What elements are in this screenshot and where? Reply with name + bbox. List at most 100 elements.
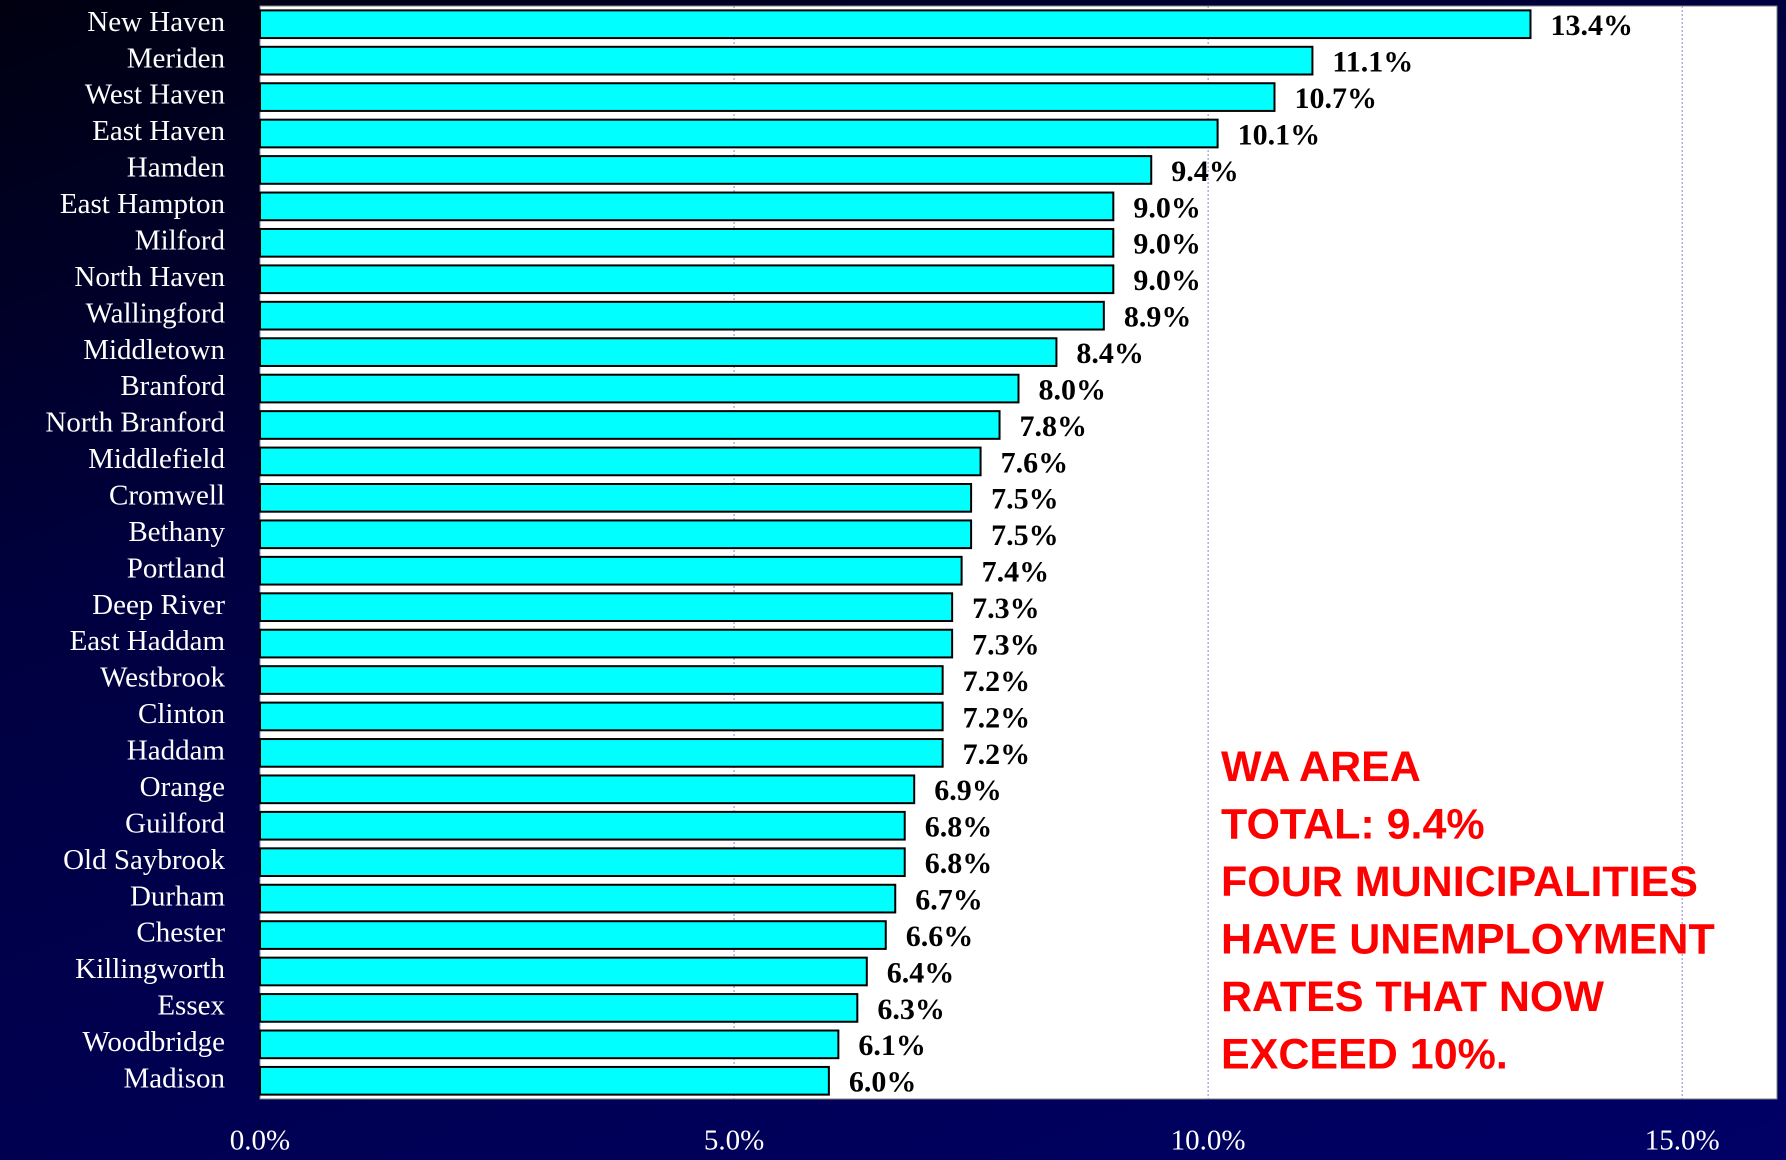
bar — [259, 1029, 840, 1060]
bar — [259, 300, 1105, 331]
y-tick-label: Essex — [157, 990, 225, 1022]
value-label: 6.9% — [934, 774, 1002, 807]
value-label: 6.7% — [915, 884, 983, 917]
bar — [259, 483, 973, 513]
y-tick-label: Durham — [130, 880, 225, 912]
bar — [259, 45, 1314, 76]
y-tick-label: North Haven — [74, 261, 225, 293]
bar — [259, 847, 906, 878]
x-tick-label: 5.0% — [704, 1125, 764, 1157]
value-label: 11.1% — [1332, 46, 1413, 79]
value-label: 13.4% — [1550, 9, 1633, 42]
y-tick-label: Milford — [135, 224, 226, 256]
y-tick-label: Woodbridge — [82, 1026, 225, 1058]
bar — [259, 810, 906, 841]
value-label: 7.5% — [991, 519, 1059, 552]
value-label: 7.2% — [963, 665, 1031, 698]
y-tick-label: East Haddam — [70, 625, 226, 657]
value-label: 10.7% — [1294, 82, 1377, 115]
plot-area — [259, 5, 1778, 1100]
value-label: 7.3% — [972, 628, 1040, 661]
value-label: 7.5% — [991, 483, 1059, 516]
annotation: TOTAL: 9.4% — [1221, 801, 1485, 849]
y-tick-label: Chester — [136, 917, 225, 949]
bar — [259, 774, 916, 805]
bar — [259, 883, 897, 914]
bar — [259, 155, 1153, 185]
annotation: RATES THAT NOW — [1221, 973, 1604, 1021]
bar — [259, 628, 954, 659]
y-tick-label: Killingworth — [75, 953, 225, 985]
y-tick-label: Hamden — [127, 152, 226, 184]
bar — [259, 82, 1276, 112]
y-tick-label: New Haven — [87, 6, 225, 38]
value-label: 10.1% — [1238, 118, 1321, 151]
y-tick-label: Guilford — [125, 807, 225, 839]
value-label: 8.4% — [1076, 337, 1144, 370]
bar — [259, 410, 1001, 440]
bar — [259, 701, 944, 732]
value-label: 6.8% — [925, 847, 993, 880]
annotation: HAVE UNEMPLOYMENT — [1221, 916, 1715, 964]
bar — [259, 592, 954, 622]
y-tick-label: Old Saybrook — [63, 844, 225, 876]
annotation: FOUR MUNICIPALITIES — [1221, 858, 1698, 906]
annotation: EXCEED 10%. — [1221, 1031, 1508, 1079]
value-label: 9.0% — [1133, 264, 1201, 297]
y-tick-label: Haddam — [127, 735, 226, 767]
x-tick-label: 15.0% — [1645, 1125, 1720, 1157]
value-label: 6.3% — [877, 993, 945, 1026]
bar — [259, 227, 1115, 258]
value-label: 7.2% — [963, 738, 1031, 771]
bar — [259, 446, 982, 477]
value-label: 6.0% — [849, 1066, 917, 1099]
value-label: 7.6% — [1001, 446, 1068, 479]
bar — [259, 191, 1115, 222]
y-tick-label: Clinton — [138, 698, 226, 730]
y-tick-label: West Haven — [85, 79, 226, 111]
value-label: 7.2% — [963, 701, 1031, 734]
bar — [259, 337, 1058, 367]
x-tick-label: 0.0% — [230, 1125, 290, 1157]
value-label: 6.1% — [858, 1029, 926, 1062]
value-label: 9.0% — [1133, 191, 1201, 224]
value-label: 7.8% — [1020, 410, 1088, 443]
bar — [259, 920, 887, 950]
bar — [259, 956, 868, 987]
bar — [259, 519, 973, 550]
bar — [259, 118, 1219, 149]
y-tick-label: Wallingford — [86, 297, 226, 329]
bar — [259, 1065, 830, 1096]
bar — [259, 738, 944, 768]
bar — [259, 373, 1020, 404]
y-tick-label: Portland — [127, 552, 226, 584]
y-tick-label: Branford — [120, 370, 225, 402]
bar — [259, 665, 944, 695]
bar — [259, 555, 963, 586]
bar — [259, 264, 1115, 295]
value-label: 9.0% — [1133, 228, 1201, 261]
annotation: WA AREA — [1221, 743, 1421, 791]
value-label: 6.6% — [906, 920, 974, 953]
value-label: 6.4% — [887, 956, 955, 989]
x-tick-label: 10.0% — [1171, 1125, 1246, 1157]
bar — [259, 993, 859, 1023]
y-tick-label: Cromwell — [109, 480, 225, 512]
value-label: 6.8% — [925, 811, 993, 844]
value-label: 8.0% — [1039, 373, 1107, 406]
y-tick-label: Deep River — [92, 589, 225, 621]
y-tick-label: Madison — [124, 1062, 226, 1094]
bar — [259, 9, 1532, 40]
value-label: 7.4% — [982, 556, 1050, 589]
y-tick-label: Middlefield — [88, 443, 225, 475]
y-tick-label: Bethany — [128, 516, 225, 548]
value-label: 8.9% — [1124, 301, 1192, 334]
y-tick-label: East Haven — [92, 115, 225, 147]
y-tick-label: Meriden — [127, 42, 226, 74]
value-label: 7.3% — [972, 592, 1040, 625]
y-tick-label: North Branford — [45, 407, 225, 439]
y-tick-label: East Hampton — [60, 188, 226, 220]
y-tick-label: Westbrook — [100, 662, 225, 694]
y-tick-label: Orange — [140, 771, 225, 803]
